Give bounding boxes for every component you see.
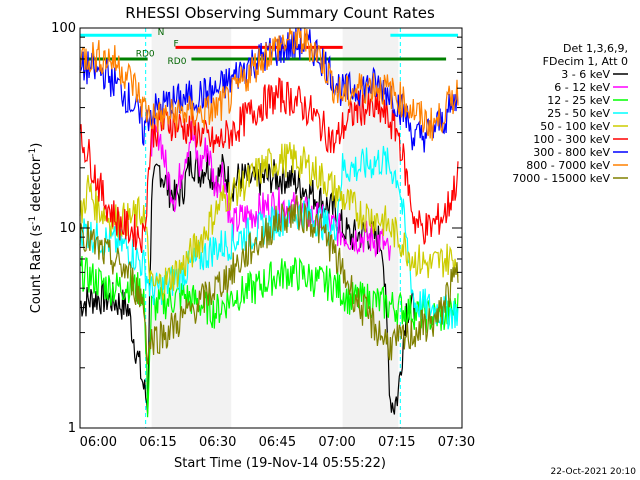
legend-entry-1: 6 - 12 keV xyxy=(554,81,610,94)
y-axis: 1 10 100 xyxy=(51,21,462,436)
legend-entry-7: 800 - 7000 keV xyxy=(526,159,610,172)
flag-label-1: F xyxy=(174,39,179,49)
legend-entry-0: 3 - 6 keV xyxy=(561,68,610,81)
x-axis-label: Start Time (19-Nov-14 05:55:22) xyxy=(174,456,386,471)
x-tick-label-3: 06:45 xyxy=(259,435,296,450)
x-axis: 06:00 06:15 06:30 06:45 07:00 07:15 07:30 xyxy=(80,435,476,450)
chart-title: RHESSI Observing Summary Count Rates xyxy=(125,4,435,22)
y-tick-label-2: 100 xyxy=(51,21,76,36)
x-tick-label-6: 07:30 xyxy=(438,435,475,450)
legend-entry-5: 100 - 300 keV xyxy=(533,133,610,146)
flag-label-3: RD0 xyxy=(168,57,187,67)
series-line-5 xyxy=(79,77,459,254)
flag-label-2: RD0 xyxy=(136,50,155,60)
y-tick-label-0: 1 xyxy=(68,421,76,436)
legend: Det 1,3,6,9, FDecim 1, Att 0 3 - 6 keV6 … xyxy=(512,42,628,185)
data-series xyxy=(79,27,459,418)
legend-entry-6: 300 - 800 keV xyxy=(533,146,610,159)
legend-entry-4: 50 - 100 keV xyxy=(540,120,610,133)
x-tick-label-2: 06:30 xyxy=(199,435,236,450)
legend-entry-2: 12 - 25 keV xyxy=(547,94,610,107)
series-line-7 xyxy=(79,27,459,141)
x-tick-label-1: 06:15 xyxy=(139,435,176,450)
flag-label-0: N xyxy=(158,28,165,38)
legend-header-detectors: Det 1,3,6,9, xyxy=(563,42,628,55)
y-tick-label-1: 10 xyxy=(59,221,76,236)
y-axis-label: Count Rate (s-1 detector-1) xyxy=(28,143,44,314)
legend-entry-3: 25 - 50 keV xyxy=(547,107,610,120)
x-tick-label-5: 07:15 xyxy=(378,435,415,450)
timestamp: 22-Oct-2021 20:10 xyxy=(551,467,637,477)
legend-entry-8: 7000 - 15000 keV xyxy=(512,172,610,185)
series-line-8 xyxy=(79,195,459,365)
series-line-3 xyxy=(79,145,459,330)
x-tick-label-4: 07:00 xyxy=(318,435,355,450)
x-tick-label-0: 06:00 xyxy=(80,435,117,450)
legend-header-decimation: FDecim 1, Att 0 xyxy=(543,55,628,68)
series-line-4 xyxy=(79,142,459,301)
series-line-6 xyxy=(79,28,459,153)
